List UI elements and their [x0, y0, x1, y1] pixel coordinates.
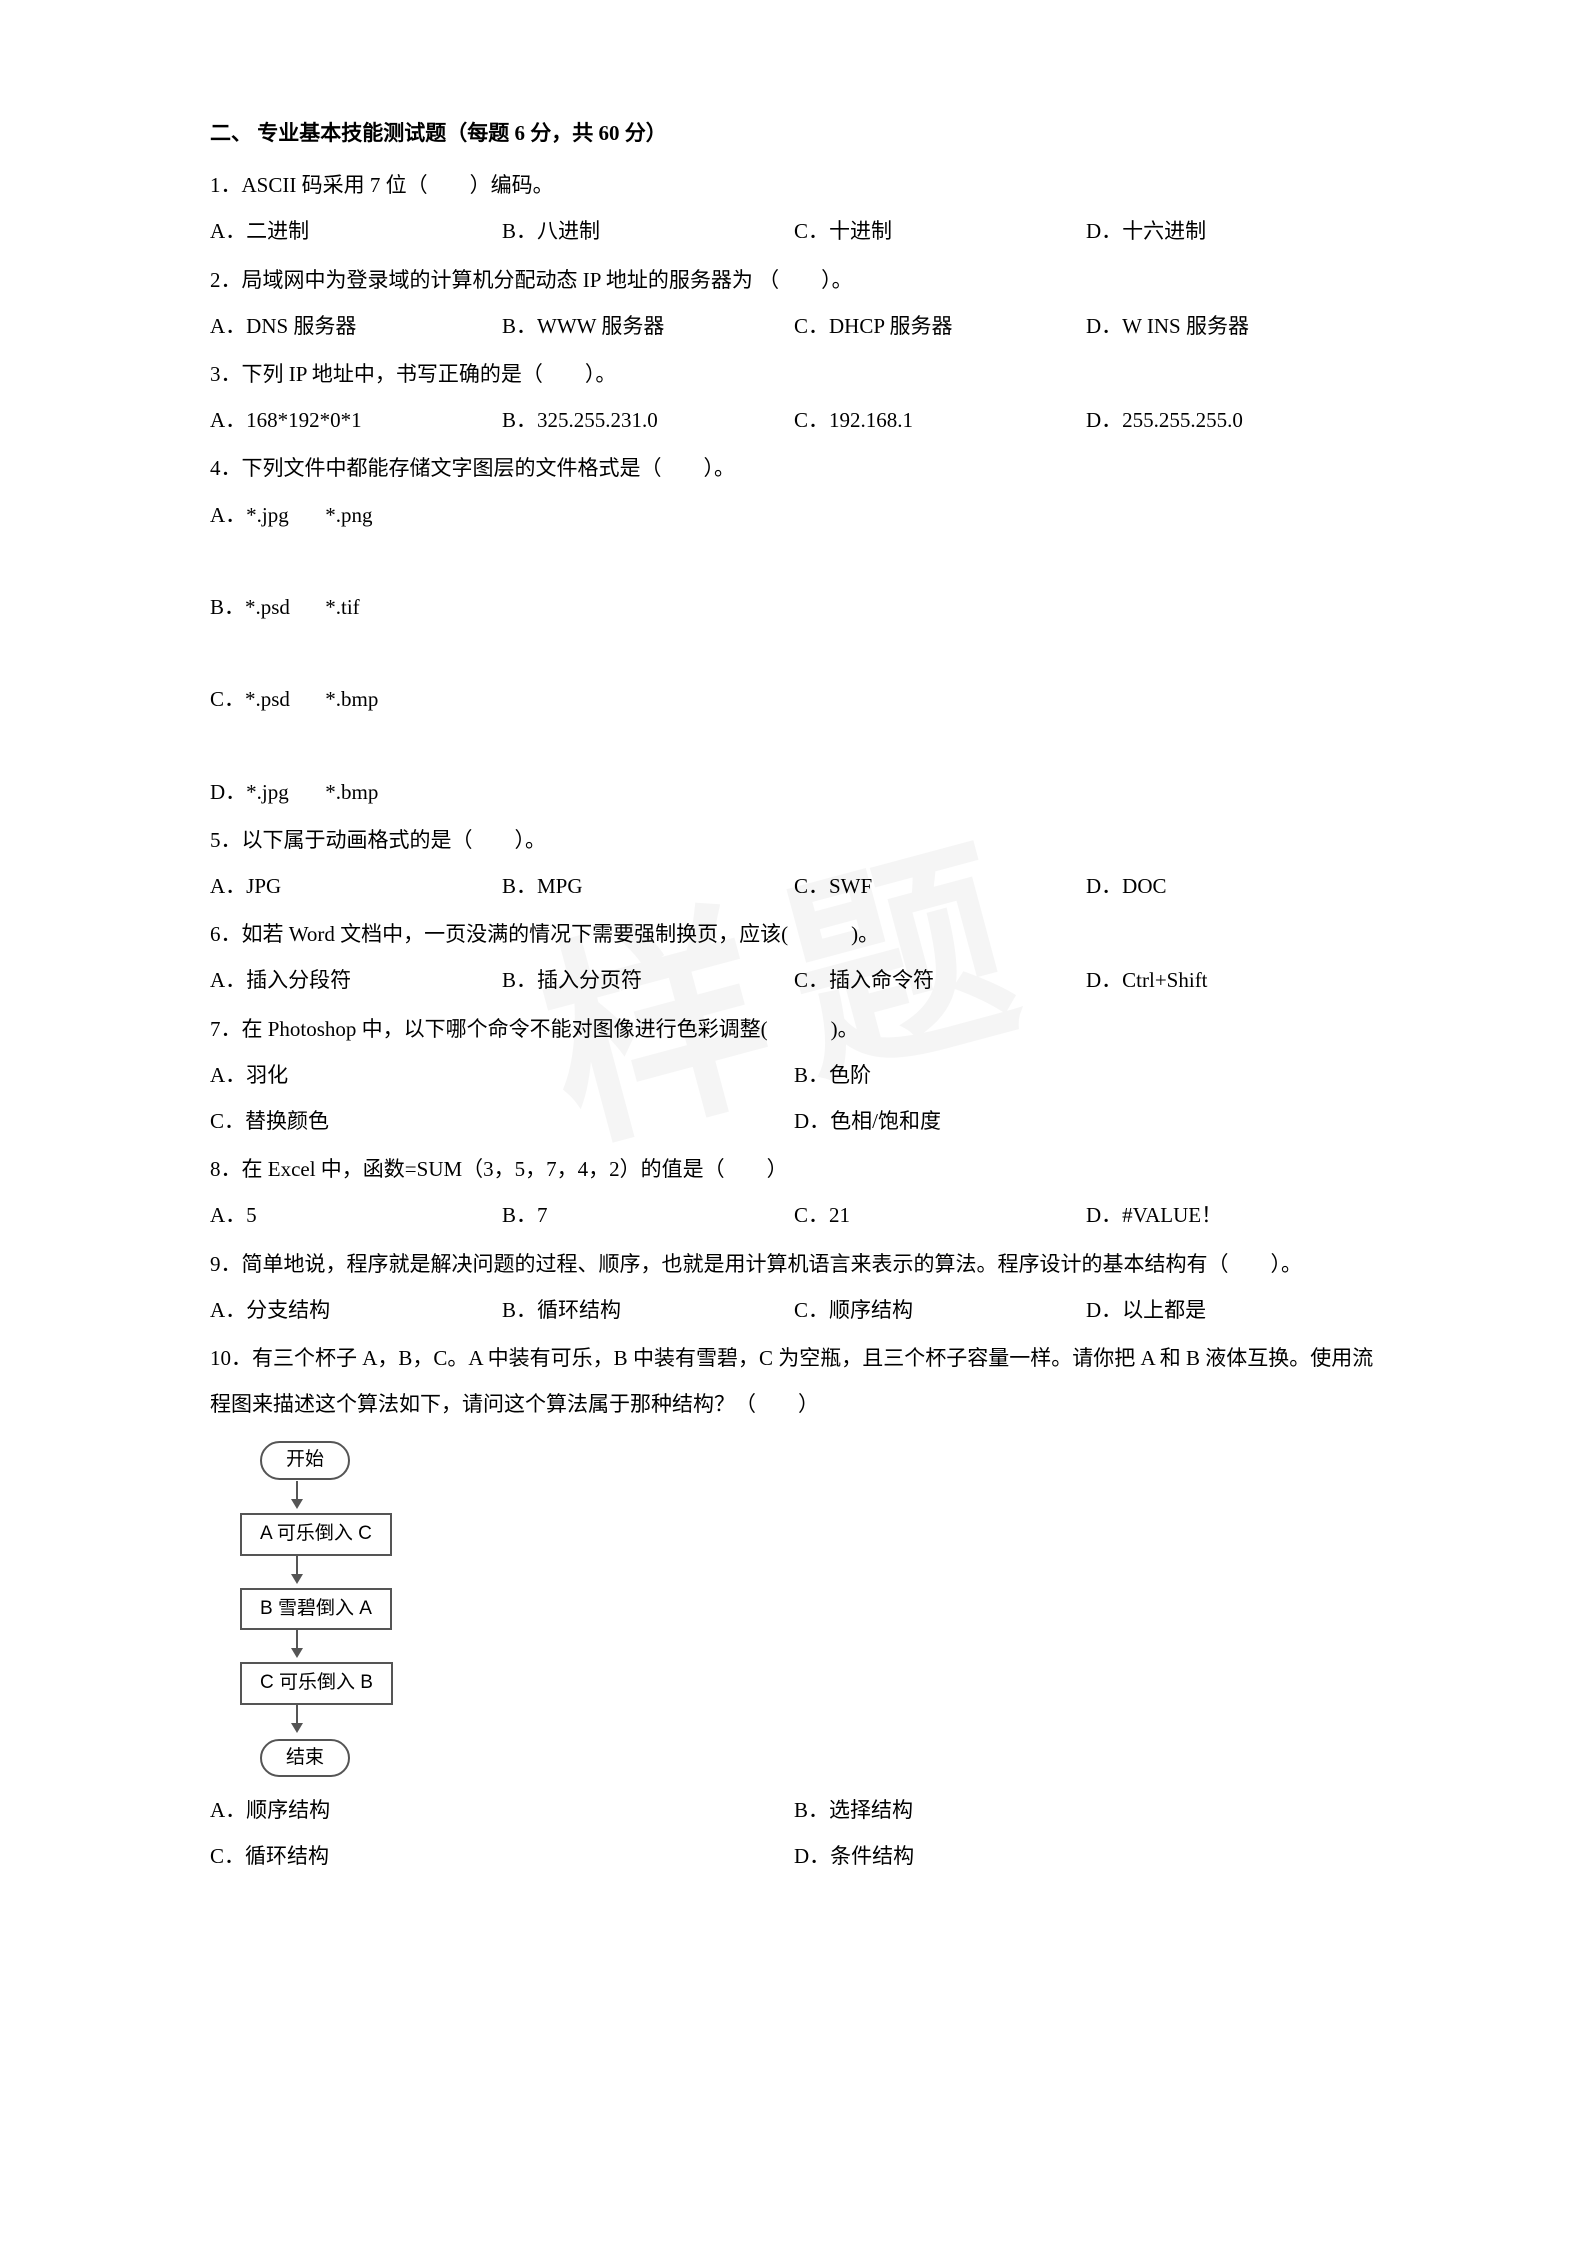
q9-option-d: D．以上都是 — [1086, 1287, 1378, 1333]
q3-option-c: C．192.168.1 — [794, 397, 1086, 443]
question-3-text: 3．下列 IP 地址中，书写正确的是（ ）。 — [210, 351, 1378, 397]
question-2-text: 2．局域网中为登录域的计算机分配动态 IP 地址的服务器为 （ ）。 — [210, 257, 1378, 303]
question-10: 10．有三个杯子 A，B，C。A 中装有可乐，B 中装有雪碧，C 为空瓶，且三个… — [210, 1335, 1378, 1879]
q2-option-a: A．DNS 服务器 — [210, 303, 502, 349]
flow-arrow-icon — [282, 1556, 312, 1584]
q1-option-a: A．二进制 — [210, 208, 502, 254]
q9-option-a: A．分支结构 — [210, 1287, 502, 1333]
q10-option-d: D．条件结构 — [794, 1833, 1378, 1879]
question-8: 8．在 Excel 中，函数=SUM（3，5，7，4，2）的值是（ ） A．5 … — [210, 1146, 1378, 1238]
q4-a-2: *.png — [325, 492, 372, 538]
q5-option-c: C．SWF — [794, 863, 1086, 909]
q7-option-d: D．色相/饱和度 — [794, 1098, 1378, 1144]
q6-option-a: A．插入分段符 — [210, 957, 502, 1003]
q10-option-c: C．循环结构 — [210, 1833, 794, 1879]
question-2: 2．局域网中为登录域的计算机分配动态 IP 地址的服务器为 （ ）。 A．DNS… — [210, 257, 1378, 349]
q5-option-b: B．MPG — [502, 863, 794, 909]
flow-arrow-icon — [282, 1481, 312, 1509]
question-7: 7．在 Photoshop 中，以下哪个命令不能对图像进行色彩调整( )。 A．… — [210, 1006, 1378, 1145]
question-10-text: 10．有三个杯子 A，B，C。A 中装有可乐，B 中装有雪碧，C 为空瓶，且三个… — [210, 1335, 1378, 1427]
q9-option-c: C．顺序结构 — [794, 1287, 1086, 1333]
flow-arrow-icon — [282, 1630, 312, 1658]
question-4-text: 4．下列文件中都能存储文字图层的文件格式是（ ）。 — [210, 445, 1378, 491]
question-3: 3．下列 IP 地址中，书写正确的是（ ）。 A．168*192*0*1 B．3… — [210, 351, 1378, 443]
q9-option-b: B．循环结构 — [502, 1287, 794, 1333]
q3-option-b: B．325.255.231.0 — [502, 397, 794, 443]
q4-b-1: B．*.psd — [210, 584, 320, 630]
q1-option-d: D．十六进制 — [1086, 208, 1378, 254]
q3-option-d: D．255.255.255.0 — [1086, 397, 1378, 443]
q1-option-b: B．八进制 — [502, 208, 794, 254]
page-content: 二、 专业基本技能测试题（每题 6 分，共 60 分） 1．ASCII 码采用 … — [210, 110, 1378, 1879]
q5-option-d: D．DOC — [1086, 863, 1378, 909]
q7-option-c: C．替换颜色 — [210, 1098, 794, 1144]
q6-option-d: D．Ctrl+Shift — [1086, 957, 1378, 1003]
q2-option-d: D．W INS 服务器 — [1086, 303, 1378, 349]
q4-b-2: *.tif — [325, 584, 359, 630]
question-9: 9．简单地说，程序就是解决问题的过程、顺序，也就是用计算机语言来表示的算法。程序… — [210, 1241, 1378, 1333]
section-title: 二、 专业基本技能测试题（每题 6 分，共 60 分） — [210, 110, 1378, 156]
q1-option-c: C．十进制 — [794, 208, 1086, 254]
q4-c-2: *.bmp — [325, 676, 378, 722]
q10-option-a: A．顺序结构 — [210, 1787, 794, 1833]
q4-d-2: *.bmp — [325, 769, 378, 815]
question-6: 6．如若 Word 文档中，一页没满的情况下需要强制换页，应该( )。 A．插入… — [210, 911, 1378, 1003]
flow-end: 结束 — [260, 1739, 350, 1777]
q4-option-c: C．*.psd *.bmp — [210, 676, 1378, 722]
q4-d-1: D．*.jpg — [210, 769, 320, 815]
question-1: 1．ASCII 码采用 7 位（ ）编码。 A．二进制 B．八进制 C．十进制 … — [210, 162, 1378, 254]
q2-option-c: C．DHCP 服务器 — [794, 303, 1086, 349]
q4-a-1: A．*.jpg — [210, 492, 320, 538]
question-8-text: 8．在 Excel 中，函数=SUM（3，5，7，4，2）的值是（ ） — [210, 1146, 1378, 1192]
q3-option-a: A．168*192*0*1 — [210, 397, 502, 443]
q10-option-b: B．选择结构 — [794, 1787, 1378, 1833]
flowchart: 开始 A 可乐倒入 C B 雪碧倒入 A C 可乐倒入 B 结束 — [220, 1435, 1378, 1779]
q4-option-b: B．*.psd *.tif — [210, 584, 1378, 630]
q8-option-d: D．#VALUE！ — [1086, 1192, 1378, 1238]
q6-option-c: C．插入命令符 — [794, 957, 1086, 1003]
flow-start: 开始 — [260, 1441, 350, 1479]
q2-option-b: B．WWW 服务器 — [502, 303, 794, 349]
flow-arrow-icon — [282, 1705, 312, 1733]
flow-step-2: B 雪碧倒入 A — [240, 1588, 392, 1630]
question-9-text: 9．简单地说，程序就是解决问题的过程、顺序，也就是用计算机语言来表示的算法。程序… — [210, 1241, 1378, 1287]
question-4: 4．下列文件中都能存储文字图层的文件格式是（ ）。 A．*.jpg *.png … — [210, 445, 1378, 815]
q7-option-a: A．羽化 — [210, 1052, 794, 1098]
question-7-text: 7．在 Photoshop 中，以下哪个命令不能对图像进行色彩调整( )。 — [210, 1006, 1378, 1052]
question-5-text: 5．以下属于动画格式的是（ ）。 — [210, 817, 1378, 863]
q8-option-c: C．21 — [794, 1192, 1086, 1238]
q4-option-a: A．*.jpg *.png — [210, 492, 1378, 538]
flow-step-1: A 可乐倒入 C — [240, 1513, 392, 1555]
question-5: 5．以下属于动画格式的是（ ）。 A．JPG B．MPG C．SWF D．DOC — [210, 817, 1378, 909]
flow-step-3: C 可乐倒入 B — [240, 1662, 393, 1704]
q8-option-a: A．5 — [210, 1192, 502, 1238]
question-1-text: 1．ASCII 码采用 7 位（ ）编码。 — [210, 162, 1378, 208]
q5-option-a: A．JPG — [210, 863, 502, 909]
q4-option-d: D．*.jpg *.bmp — [210, 769, 1378, 815]
q8-option-b: B．7 — [502, 1192, 794, 1238]
q7-option-b: B．色阶 — [794, 1052, 1378, 1098]
q6-option-b: B．插入分页符 — [502, 957, 794, 1003]
question-6-text: 6．如若 Word 文档中，一页没满的情况下需要强制换页，应该( )。 — [210, 911, 1378, 957]
q4-c-1: C．*.psd — [210, 676, 320, 722]
